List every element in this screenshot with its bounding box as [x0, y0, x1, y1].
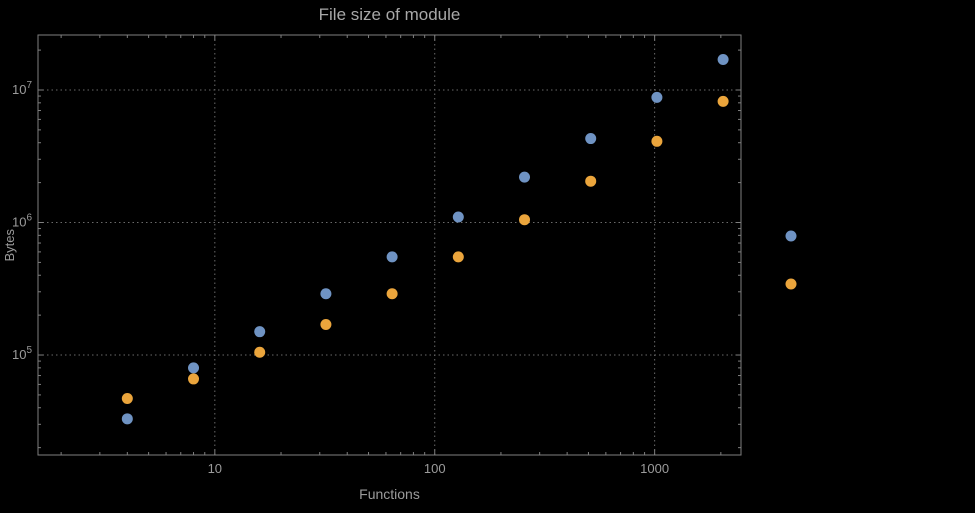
- point-series-2-orange: [121, 392, 133, 404]
- y-tick-label: 105: [12, 345, 32, 362]
- point-series-2-orange: [519, 214, 531, 226]
- point-series-2-orange: [386, 288, 398, 300]
- y-axis-label: Bytes: [1, 228, 17, 262]
- chart-title: File size of module: [318, 5, 461, 24]
- point-series-1-blue: [254, 326, 266, 338]
- y-tick-label: 107: [12, 80, 32, 97]
- point-series-1-blue: [386, 251, 398, 263]
- point-series-2-orange: [651, 135, 663, 147]
- point-series-1-blue: [320, 288, 332, 300]
- point-series-1-blue: [651, 91, 663, 103]
- legend-marker-2: [785, 278, 797, 290]
- x-tick-label: 100: [424, 461, 446, 476]
- point-series-1-blue: [585, 133, 597, 145]
- point-series-1-blue: [519, 171, 531, 183]
- x-axis-label: Functions: [359, 486, 420, 502]
- y-axis-label-wrap: Bytes: [0, 0, 18, 490]
- point-series-2-orange: [188, 373, 200, 385]
- point-series-2-orange: [717, 95, 729, 107]
- point-series-2-orange: [320, 318, 332, 330]
- point-series-1-blue: [452, 211, 464, 223]
- legend-marker-1: [785, 230, 797, 242]
- point-series-2-orange: [452, 251, 464, 263]
- point-series-2-orange: [254, 346, 266, 358]
- y-tick-label: 106: [12, 213, 32, 230]
- x-tick-label: 10: [208, 461, 222, 476]
- point-series-1-blue: [121, 413, 133, 425]
- x-tick-label: 1000: [640, 461, 669, 476]
- point-series-1-blue: [188, 362, 200, 374]
- plot-frame: [37, 34, 742, 456]
- point-series-1-blue: [717, 53, 729, 65]
- point-series-2-orange: [585, 175, 597, 187]
